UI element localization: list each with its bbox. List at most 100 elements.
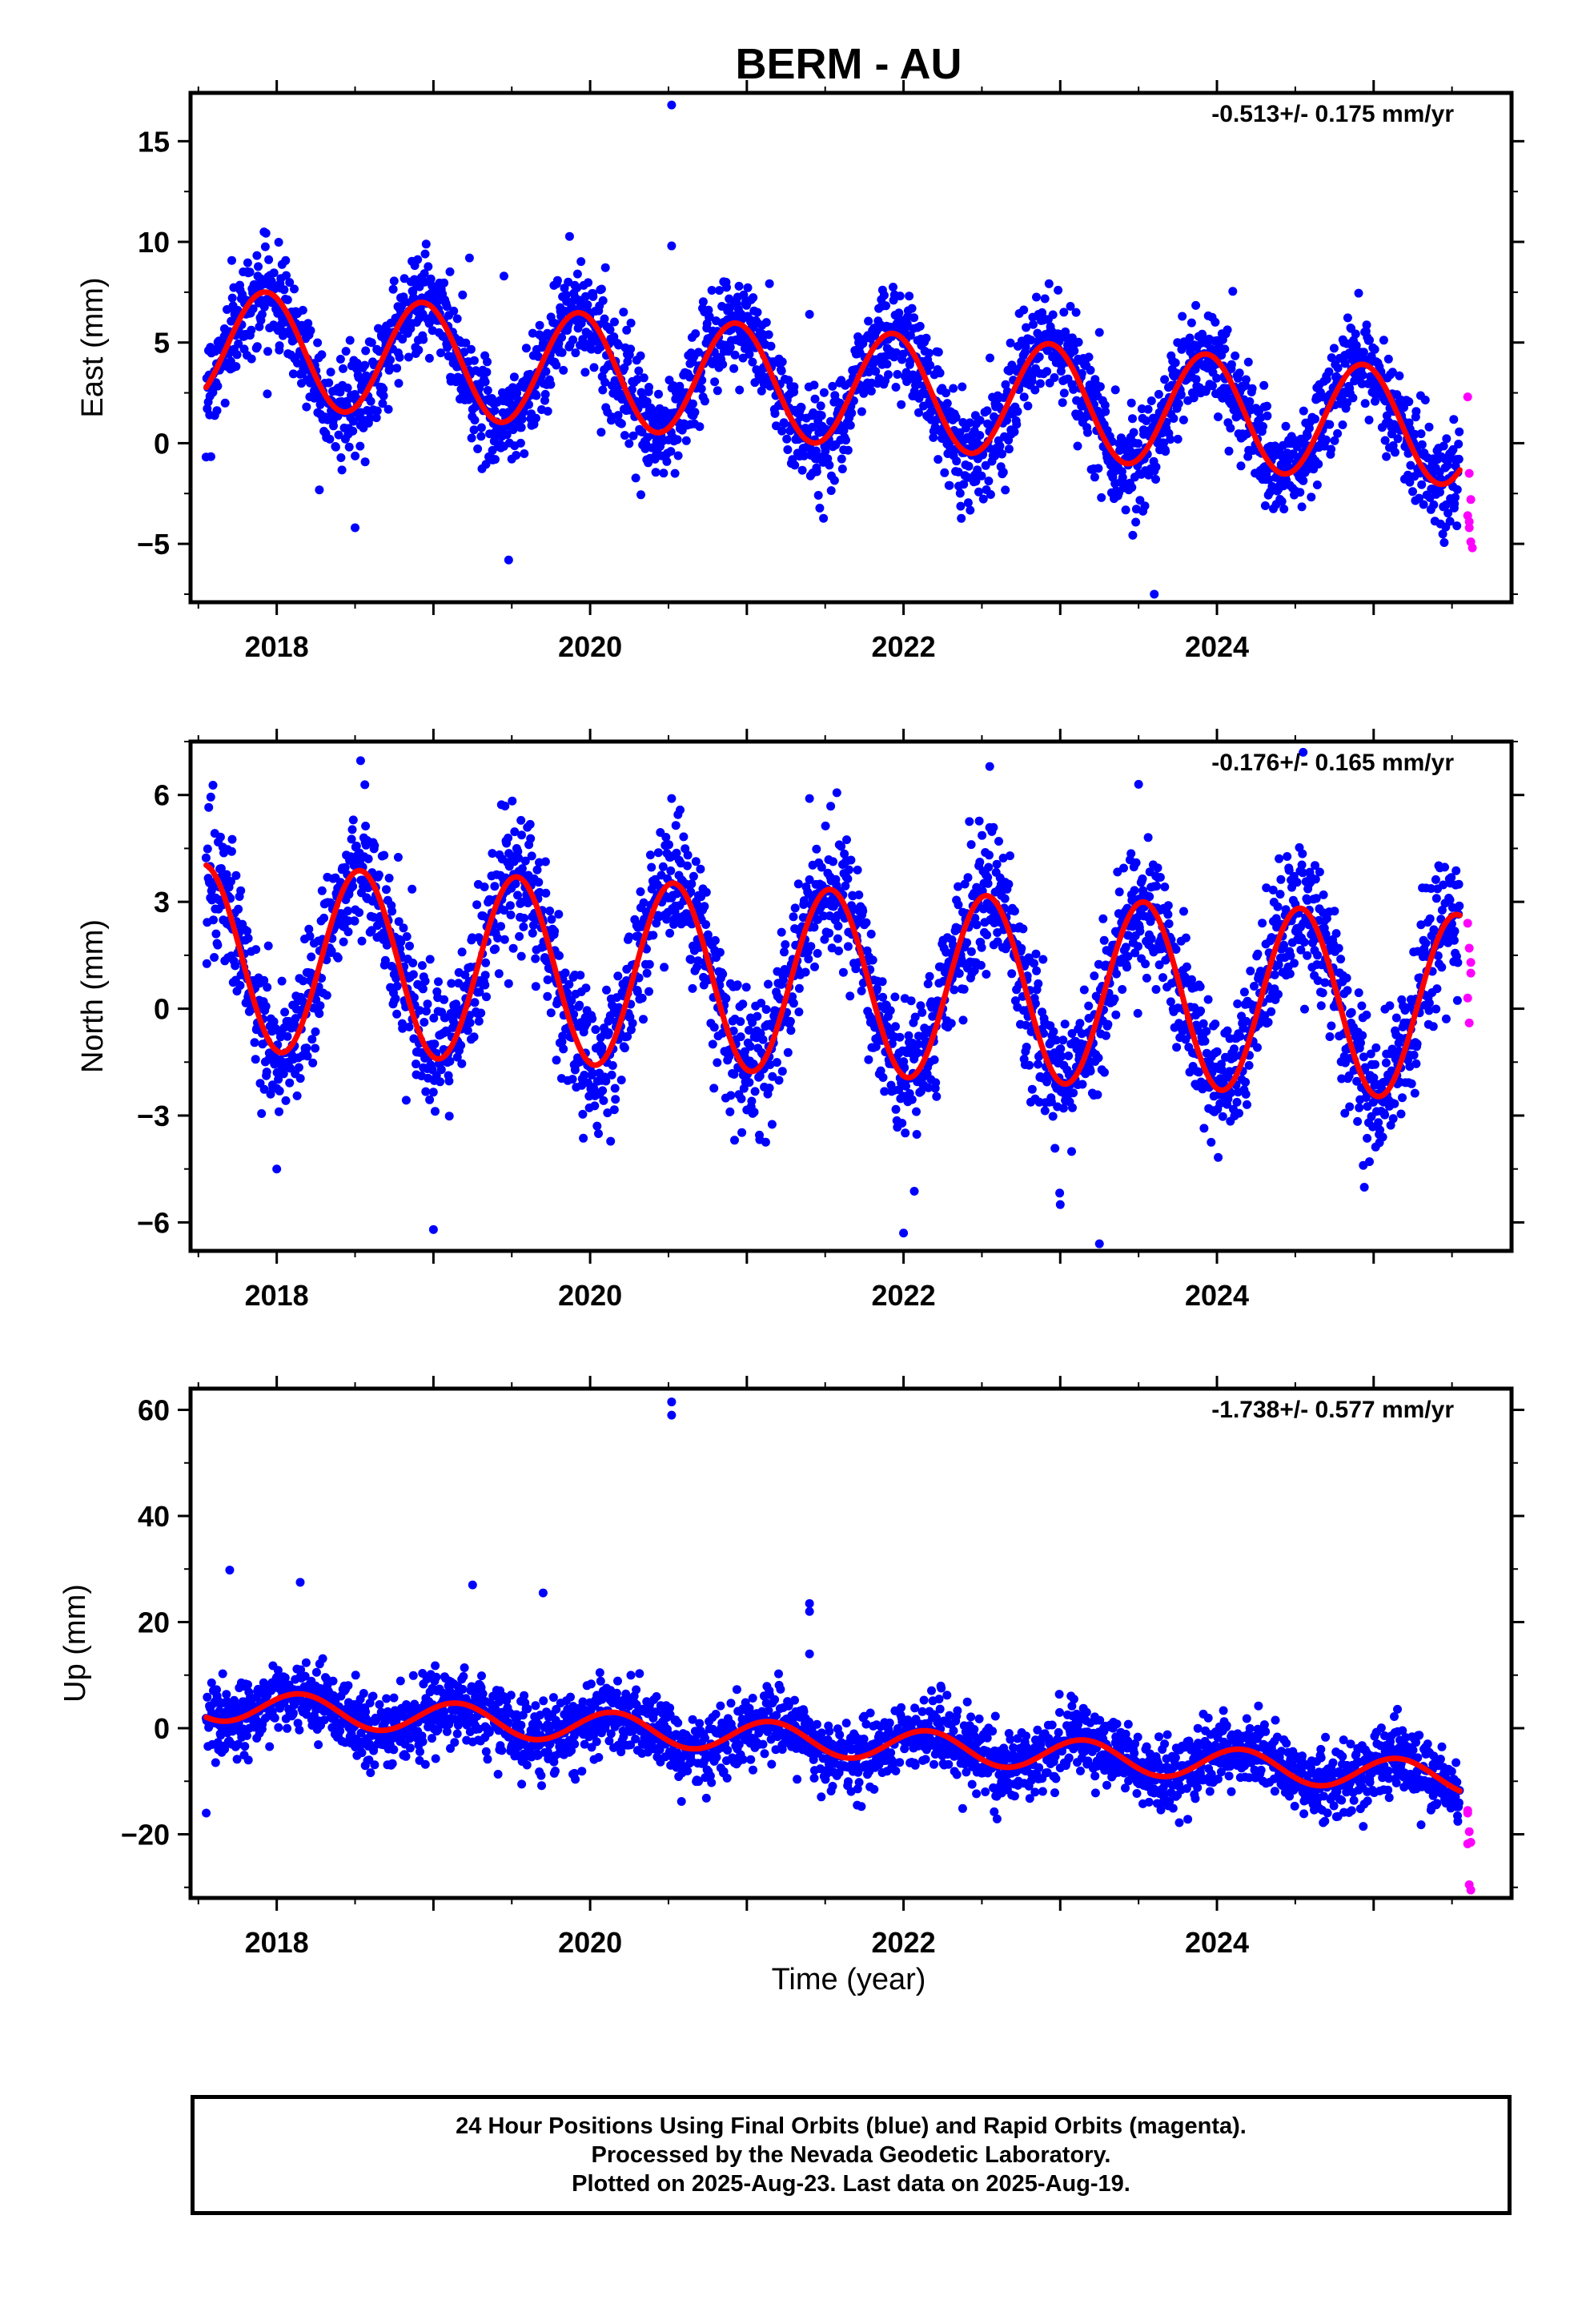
data-point [1196, 1006, 1206, 1015]
data-point [639, 1015, 648, 1024]
data-point [1203, 995, 1213, 1004]
data-point [395, 352, 404, 362]
data-point [594, 1129, 603, 1139]
data-point [476, 1008, 486, 1018]
data-point [468, 933, 477, 943]
data-point [547, 915, 556, 924]
data-point [636, 887, 645, 896]
data-point [227, 293, 237, 303]
data-point [661, 833, 671, 842]
data-point [1159, 438, 1168, 448]
data-point [1095, 382, 1105, 392]
data-point [1178, 312, 1187, 321]
data-point [1155, 873, 1165, 882]
data-point [311, 1027, 320, 1036]
data-point [588, 1014, 597, 1023]
data-point [747, 1096, 757, 1106]
data-point [907, 304, 917, 313]
data-point [1348, 393, 1358, 403]
data-point [1163, 901, 1173, 911]
data-point [1364, 416, 1374, 424]
data-point [283, 1031, 292, 1041]
data-point [274, 1075, 283, 1084]
data-point [360, 360, 370, 370]
data-point [440, 278, 449, 287]
data-point [604, 1028, 613, 1037]
data-point [1030, 999, 1040, 1008]
data-point [1354, 288, 1363, 298]
data-point [355, 756, 365, 766]
data-point [588, 292, 598, 301]
data-point [600, 377, 610, 387]
data-point [391, 994, 400, 1003]
data-point [761, 318, 771, 328]
data-point [982, 970, 991, 979]
x-tick-label: 2022 [872, 1279, 936, 1312]
data-point [1044, 279, 1054, 288]
data-point [329, 421, 338, 431]
data-point [1135, 927, 1145, 936]
data-point [954, 969, 964, 979]
data-point [546, 1008, 556, 1018]
data-point [394, 379, 404, 388]
data-point [648, 931, 658, 940]
data-point [1340, 359, 1350, 368]
data-point [1174, 399, 1183, 408]
data-point [279, 1069, 288, 1079]
data-point [1181, 933, 1191, 943]
data-point [757, 386, 766, 396]
data-point [520, 856, 530, 866]
data-point [993, 937, 1002, 947]
data-point [378, 399, 387, 408]
data-point [853, 865, 862, 875]
data-point [1126, 849, 1136, 858]
data-point [913, 1039, 923, 1049]
data-point [1084, 352, 1094, 362]
data-point [758, 1035, 768, 1044]
data-point [1360, 399, 1370, 408]
data-point [274, 238, 283, 247]
data-point [449, 306, 459, 316]
data-point [215, 832, 225, 842]
data-point [1152, 882, 1162, 891]
data-point [857, 407, 866, 416]
data-point [1154, 389, 1163, 399]
data-point [348, 416, 358, 426]
data-point [275, 1086, 284, 1096]
data-point [299, 976, 308, 986]
data-point [885, 1006, 895, 1015]
data-point [981, 460, 990, 470]
data-point [741, 983, 751, 992]
data-point [1127, 483, 1137, 493]
data-point [606, 1136, 616, 1146]
data-point [891, 383, 901, 392]
data-point [688, 399, 697, 408]
data-point [348, 882, 358, 891]
data-point [1040, 1106, 1050, 1116]
rapid-point [1464, 517, 1474, 526]
data-point [1131, 517, 1141, 527]
data-point [901, 1128, 910, 1138]
data-point [517, 864, 527, 874]
data-point [868, 955, 877, 965]
data-point [1154, 960, 1164, 970]
data-point [634, 931, 644, 941]
data-point [632, 375, 642, 384]
data-point [799, 451, 809, 460]
data-point [998, 468, 1008, 477]
data-point [1153, 863, 1162, 873]
data-point [561, 290, 571, 300]
data-point [351, 451, 360, 460]
data-point [307, 952, 316, 962]
data-point [1112, 969, 1121, 979]
data-point [360, 780, 370, 790]
data-point [1279, 505, 1289, 514]
data-point [694, 348, 703, 357]
data-point [843, 942, 853, 951]
data-point [845, 865, 853, 875]
data-point [1441, 500, 1451, 509]
data-point [726, 1091, 736, 1100]
data-point [854, 891, 864, 899]
data-point [458, 290, 468, 300]
data-point [1321, 435, 1331, 444]
